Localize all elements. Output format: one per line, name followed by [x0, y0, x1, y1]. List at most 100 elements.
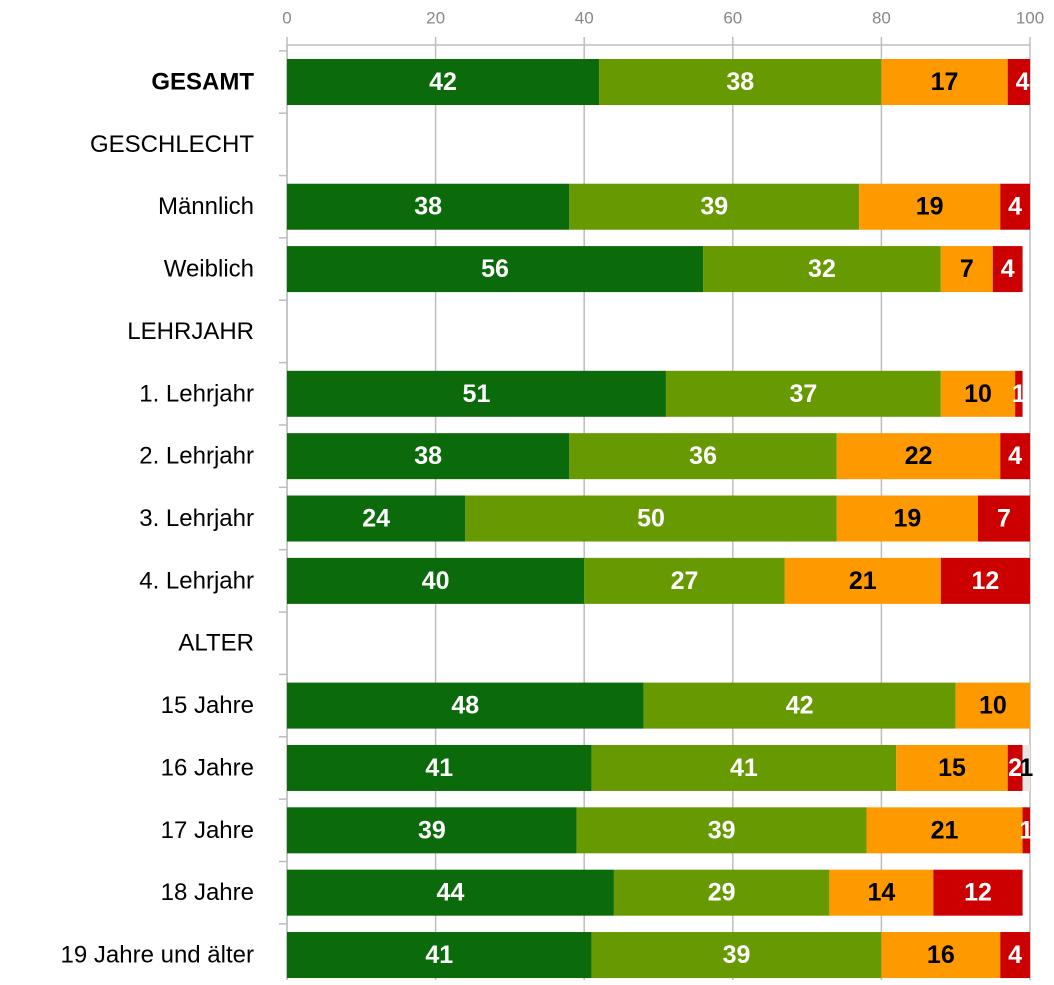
- data-label: 48: [451, 692, 479, 720]
- bars: [287, 59, 1030, 979]
- bar-segment: [287, 744, 592, 791]
- data-label: 36: [689, 442, 717, 470]
- data-label: 40: [422, 567, 450, 595]
- bar-segment: [613, 869, 830, 916]
- data-label: 4: [1016, 68, 1030, 96]
- data-label: 4: [1001, 255, 1015, 283]
- bar-segment: [569, 433, 837, 480]
- data-label: 19: [893, 505, 921, 533]
- x-tick-label: 40: [575, 9, 594, 28]
- data-label: 41: [425, 941, 453, 969]
- bar-segment: [1022, 807, 1030, 854]
- y-tick-label: 2. Lehrjahr: [139, 443, 254, 470]
- data-label: 12: [964, 879, 992, 907]
- data-label: 1: [1019, 754, 1033, 782]
- bar-segment: [287, 807, 577, 854]
- y-tick-label: LEHRJAHR: [127, 318, 254, 345]
- data-label: 15: [938, 754, 966, 782]
- bar-segment: [1015, 370, 1023, 417]
- bar-segment: [465, 495, 837, 542]
- bar-segment: [287, 183, 570, 230]
- y-tick-label: ALTER: [178, 630, 254, 657]
- data-label: 10: [979, 692, 1007, 720]
- bar-segment: [287, 932, 592, 979]
- data-label: 37: [789, 380, 817, 408]
- bar-segment: [955, 682, 1030, 729]
- bar-segment: [1007, 744, 1023, 791]
- data-label: 51: [463, 380, 491, 408]
- bar-segment: [665, 370, 941, 417]
- y-tick-label: 16 Jahre: [161, 754, 254, 781]
- data-label: 2: [1008, 754, 1022, 782]
- y-tick-label: GESCHLECHT: [90, 131, 254, 158]
- bar-segment: [1000, 433, 1030, 480]
- bar-segment: [1007, 59, 1030, 105]
- bar-segment: [992, 246, 1023, 293]
- data-label: 39: [700, 193, 728, 221]
- bar-segment: [287, 869, 614, 916]
- bar-segment: [836, 433, 1001, 480]
- data-label: 39: [418, 816, 446, 844]
- data-label: 10: [964, 380, 992, 408]
- x-tick-label: 20: [426, 9, 445, 28]
- bar-segment: [287, 59, 600, 105]
- bar-segment: [591, 744, 897, 791]
- data-label: 1: [1019, 816, 1033, 844]
- bar-segment: [859, 183, 1001, 230]
- x-tick-label: 60: [723, 9, 742, 28]
- x-tick-label: 100: [1016, 9, 1044, 28]
- y-tick-label: 3. Lehrjahr: [139, 505, 254, 532]
- x-tick-label: 0: [282, 9, 291, 28]
- bar-segment: [836, 495, 978, 542]
- bar-segment: [287, 495, 466, 542]
- data-label: 14: [867, 879, 895, 907]
- y-tick-label: Weiblich: [164, 256, 254, 283]
- data-label: 42: [429, 68, 457, 96]
- data-label: 22: [905, 442, 933, 470]
- data-label: 4: [1008, 442, 1022, 470]
- data-label: 42: [786, 692, 814, 720]
- bar-segment: [977, 495, 1030, 542]
- data-label: 17: [931, 68, 959, 96]
- bar-segment: [829, 869, 934, 916]
- bar-segment: [569, 183, 860, 230]
- y-tick-label: 18 Jahre: [161, 879, 254, 906]
- data-label: 12: [972, 567, 1000, 595]
- bar-segment: [1000, 183, 1030, 230]
- y-tick-label: GESAMT: [151, 69, 254, 96]
- bar-segment: [896, 744, 1008, 791]
- y-tick-label: Männlich: [158, 193, 254, 220]
- bar-segment: [1000, 932, 1030, 979]
- data-label: 21: [931, 816, 959, 844]
- data-label: 24: [362, 505, 390, 533]
- data-label: 29: [708, 879, 736, 907]
- data-label: 41: [730, 754, 758, 782]
- data-label: 7: [997, 505, 1011, 533]
- bar-segment: [643, 682, 956, 729]
- data-label: 21: [849, 567, 877, 595]
- data-label: 50: [637, 505, 665, 533]
- bar-segment: [287, 370, 666, 417]
- bar-segment: [287, 557, 585, 604]
- data-label: 1: [1012, 380, 1026, 408]
- y-tick-label: 4. Lehrjahr: [139, 567, 254, 594]
- bar-segment: [576, 807, 867, 854]
- y-tick-label: 19 Jahre und älter: [61, 942, 254, 969]
- data-label: 56: [481, 255, 509, 283]
- data-label: 41: [425, 754, 453, 782]
- bar-segment: [287, 246, 704, 293]
- bar-segment: [940, 246, 993, 293]
- bar-segment: [287, 682, 644, 729]
- bar-segment: [933, 869, 1023, 916]
- bar-segment: [584, 557, 785, 604]
- bar-segment: [866, 807, 1023, 854]
- x-tick-label: 80: [872, 9, 891, 28]
- bar-segment: [940, 557, 1030, 604]
- data-label: 39: [708, 816, 736, 844]
- data-label: 4: [1008, 941, 1022, 969]
- y-tick-label: 17 Jahre: [161, 817, 254, 844]
- bar-segment: [1022, 744, 1030, 791]
- data-label: 32: [808, 255, 836, 283]
